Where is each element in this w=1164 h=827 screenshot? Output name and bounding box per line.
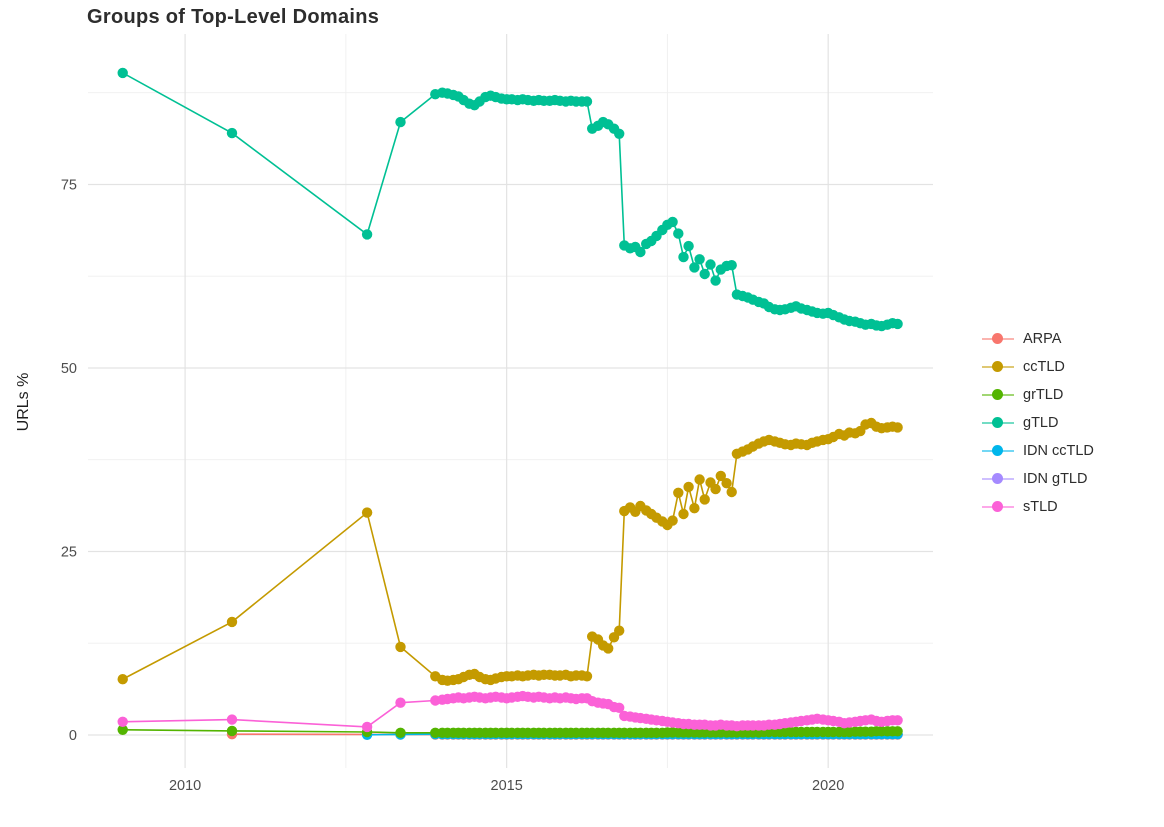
legend-item-idn-cctld: IDN ccTLD: [982, 442, 1094, 459]
legend-key-icon: [982, 500, 1014, 513]
legend-key-dot: [992, 501, 1003, 512]
data-point: [683, 240, 694, 252]
data-point: [395, 727, 406, 738]
data-point: [614, 128, 625, 139]
data-point: [726, 486, 737, 498]
data-point: [705, 259, 716, 270]
data-point: [667, 515, 678, 526]
data-point: [694, 254, 705, 265]
chart-title: Groups of Top-Level Domains: [87, 6, 380, 28]
legend-label: ARPA: [1023, 330, 1062, 347]
data-point: [395, 697, 406, 708]
data-point: [694, 474, 705, 485]
data-point: [699, 268, 710, 280]
legend-label: grTLD: [1023, 386, 1064, 403]
y-tick-label: 75: [61, 177, 77, 193]
data-point: [117, 67, 128, 79]
data-point: [635, 246, 646, 258]
data-point: [699, 494, 710, 505]
legend-key-icon: [982, 416, 1014, 429]
data-point: [892, 318, 903, 330]
legend-label: IDN gTLD: [1023, 470, 1088, 487]
series-sTLD: [117, 690, 903, 733]
legend: ARPA ccTLD grTLD gTLD IDN ccTLD IDN gTLD sTLD: [982, 330, 1094, 515]
legend-key-icon: [982, 332, 1014, 345]
y-tick-label: 25: [61, 544, 77, 560]
data-point: [673, 487, 684, 498]
legend-item-idn-gtld: IDN gTLD: [982, 470, 1094, 487]
legend-label: ccTLD: [1023, 358, 1065, 375]
series-ccTLD: [117, 417, 903, 686]
legend-label: sTLD: [1023, 498, 1058, 515]
data-point: [614, 625, 625, 636]
data-point: [226, 616, 238, 628]
data-point: [614, 702, 625, 713]
data-point: [361, 507, 373, 518]
legend-key-icon: [982, 444, 1014, 457]
data-point: [678, 508, 689, 520]
x-tick-label: 2020: [812, 778, 844, 794]
data-point: [603, 643, 614, 654]
data-point: [226, 127, 238, 139]
data-point: [395, 116, 406, 128]
legend-key-icon: [982, 360, 1014, 373]
data-point: [117, 674, 128, 685]
data-point: [892, 726, 903, 737]
data-point: [581, 96, 593, 107]
legend-key-dot: [992, 473, 1003, 484]
data-point: [892, 715, 903, 726]
series-grTLD: [117, 724, 903, 738]
legend-key-icon: [982, 388, 1014, 401]
legend-item-stld: sTLD: [982, 498, 1094, 515]
series-line: [122, 72, 898, 327]
data-point: [226, 714, 238, 725]
legend-item-grtld: grTLD: [982, 386, 1094, 403]
data-point: [361, 229, 373, 240]
data-point: [581, 671, 593, 682]
data-point: [721, 478, 732, 489]
legend-key-dot: [992, 389, 1003, 400]
data-point: [710, 275, 721, 286]
legend-item-cctld: ccTLD: [982, 358, 1094, 375]
data-point: [226, 725, 238, 737]
legend-key-dot: [992, 333, 1003, 344]
data-point: [117, 724, 128, 735]
legend-label: IDN ccTLD: [1023, 442, 1094, 459]
data-point: [361, 721, 373, 733]
y-tick-label: 0: [69, 728, 77, 744]
data-point: [710, 483, 721, 495]
data-point: [715, 470, 726, 482]
data-point: [678, 251, 689, 263]
data-point: [892, 422, 903, 433]
data-point: [673, 228, 684, 239]
data-point: [117, 716, 128, 727]
data-point: [689, 262, 700, 273]
legend-key-dot: [992, 361, 1003, 372]
y-tick-label: 50: [61, 361, 77, 377]
data-point: [667, 216, 678, 228]
legend-key-icon: [982, 472, 1014, 485]
x-tick-label: 2015: [491, 778, 523, 794]
legend-key-dot: [992, 417, 1003, 428]
legend-item-arpa: ARPA: [982, 330, 1094, 347]
series-gTLD: [117, 67, 903, 332]
legend-label: gTLD: [1023, 414, 1059, 431]
data-point: [395, 641, 406, 653]
y-axis-title: URLs %: [15, 372, 32, 432]
data-point: [726, 260, 737, 271]
legend-item-gtld: gTLD: [982, 414, 1094, 431]
data-point: [683, 481, 694, 493]
data-point: [689, 503, 700, 514]
x-tick-label: 2010: [169, 778, 201, 794]
legend-key-dot: [992, 445, 1003, 456]
